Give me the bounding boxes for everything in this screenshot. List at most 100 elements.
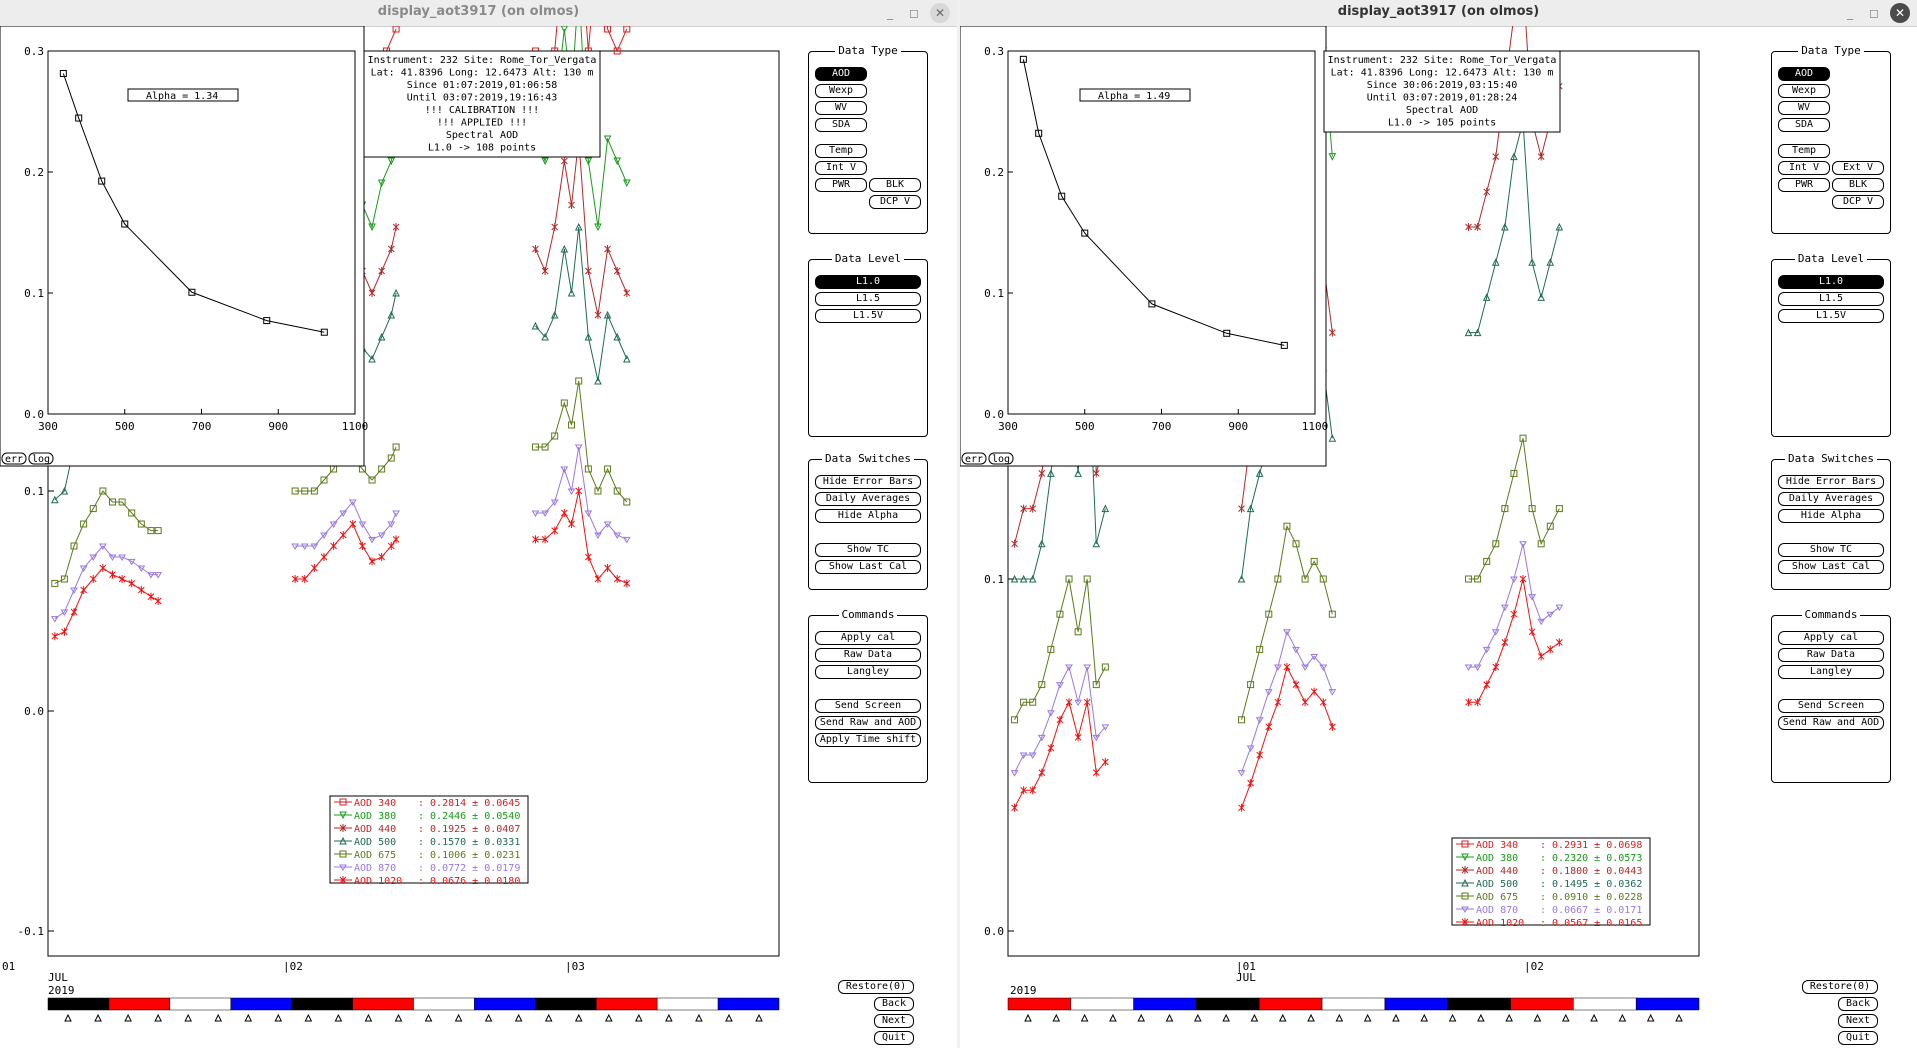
maximize-icon[interactable]: ◻ [909,6,919,20]
wv-button[interactable]: WV [1778,101,1830,115]
show-last-cal-button[interactable]: Show Last Cal [1778,560,1884,574]
title-bar[interactable]: display_aot3917 (on olmos) _ ◻ ✕ [0,0,957,27]
restore-0-button[interactable]: Restore(0) [1802,980,1878,994]
info-line: Spectral AOD [1406,105,1478,116]
close-icon[interactable]: ✕ [930,3,950,23]
pwr-button[interactable]: PWR [1778,178,1830,192]
data-point [560,26,568,34]
date-tick-label: 01 [2,960,15,973]
month-label: JUL [1236,971,1256,984]
send-raw-and-aod-button[interactable]: Send Raw and AOD [815,716,921,730]
minimize-icon[interactable]: _ [887,6,893,20]
ext-v-button[interactable]: Ext V [1832,161,1884,175]
apply-cal-button[interactable]: Apply cal [815,631,921,645]
next-button[interactable]: Next [874,1014,914,1028]
measurement-marker [1335,1013,1344,1022]
send-screen-button[interactable]: Send Screen [815,699,921,713]
temp-button[interactable]: Temp [815,144,867,158]
int-v-button[interactable]: Int V [815,161,867,175]
quit-button[interactable]: Quit [874,1031,914,1045]
day-night-bar [47,997,780,1022]
day-bar-segment [535,997,597,1011]
day-bar-segment [474,997,536,1011]
wv-button[interactable]: WV [815,101,867,115]
aod-time-series-plot: 0.2 0.1 0.0 AOD 340: 0.2931 ± 0.0698 AOD 380… [960,26,1700,1022]
hide-alpha-button[interactable]: Hide Alpha [1778,509,1884,523]
legend-label: AOD 675 [1476,892,1518,903]
err-toggle[interactable] [1,452,27,465]
sda-button[interactable]: SDA [815,118,867,132]
legend-value: : 0.1925 ± 0.0407 [418,824,520,835]
apply-cal-button[interactable]: Apply cal [1778,631,1884,645]
minimize-icon[interactable]: _ [1847,6,1853,20]
int-v-button[interactable]: Int V [1778,161,1830,175]
restore-0-button[interactable]: Restore(0) [838,980,914,994]
legend-box [329,795,529,884]
series-line [1241,630,1333,773]
quit-button[interactable]: Quit [1838,1031,1878,1045]
data-point [1247,779,1254,788]
l1-0-button[interactable]: L1.0 [1778,275,1884,289]
sda-button[interactable]: SDA [1778,118,1830,132]
data-point [89,575,97,583]
data-point [1546,522,1554,530]
measurement-marker [244,1013,253,1022]
aod-button[interactable]: AOD [815,67,867,81]
l1-5-button[interactable]: L1.5 [815,292,921,306]
send-screen-button[interactable]: Send Screen [1778,699,1884,713]
series-line [535,380,628,503]
data-point [348,499,357,506]
l1-5-button[interactable]: L1.5 [1778,292,1884,306]
panel-title-text: Data Switches [1784,452,1878,465]
wexp-button[interactable]: Wexp [1778,84,1830,98]
hide-error-bars-button[interactable]: Hide Error Bars [815,475,921,489]
wexp-button[interactable]: Wexp [815,84,867,98]
log-toggle[interactable] [988,452,1014,465]
back-button[interactable]: Back [874,997,914,1011]
err-toggle[interactable] [961,452,987,465]
hide-error-bars-button[interactable]: Hide Error Bars [1778,475,1884,489]
data-point [1074,628,1082,636]
langley-button[interactable]: Langley [815,665,921,679]
blk-button[interactable]: BLK [869,178,921,192]
data-point [541,157,549,166]
l1-5v-button[interactable]: L1.5V [1778,309,1884,323]
aod-button[interactable]: AOD [1778,67,1830,81]
show-tc-button[interactable]: Show TC [815,543,921,557]
pwr-button[interactable]: PWR [815,178,867,192]
back-button[interactable]: Back [1838,997,1878,1011]
daily-averages-button[interactable]: Daily Averages [815,492,921,506]
send-raw-and-aod-button[interactable]: Send Raw and AOD [1778,716,1884,730]
l1-5v-button[interactable]: L1.5V [815,309,921,323]
measurement-marker [635,1013,643,1022]
next-button[interactable]: Next [1838,1014,1878,1028]
l1-0-button[interactable]: L1.0 [815,275,921,289]
apply-time-shift-button[interactable]: Apply Time shift [815,733,921,747]
plot-toggles: err log [961,452,1014,465]
err-toggle-label: err [5,454,23,465]
log-toggle[interactable] [28,452,54,465]
show-last-cal-button[interactable]: Show Last Cal [815,560,921,574]
data-point [98,543,107,550]
show-tc-button[interactable]: Show TC [1778,543,1884,557]
y-tick-label: 0.0 [984,925,1004,938]
langley-button[interactable]: Langley [1778,665,1884,679]
data-point [330,542,337,550]
log-toggle-label: log [32,454,50,465]
raw-data-button[interactable]: Raw Data [1778,648,1884,662]
maximize-icon[interactable]: ◻ [1869,6,1879,20]
data-point [560,509,568,517]
daily-averages-button[interactable]: Daily Averages [1778,492,1884,506]
temp-button[interactable]: Temp [1778,144,1830,158]
data-point [1247,681,1255,689]
blk-button[interactable]: BLK [1832,178,1884,192]
panel-title-text: Data Level [1794,252,1868,265]
close-icon[interactable]: ✕ [1890,3,1910,23]
title-bar[interactable]: display_aot3917 (on olmos) _ ◻ ✕ [960,0,1917,27]
hide-alpha-button[interactable]: Hide Alpha [815,509,921,523]
data-point [377,532,386,539]
dcp-v-button[interactable]: DCP V [869,195,921,209]
dcp-v-button[interactable]: DCP V [1832,195,1884,209]
raw-data-button[interactable]: Raw Data [815,648,921,662]
measurement-marker [1109,1013,1117,1022]
